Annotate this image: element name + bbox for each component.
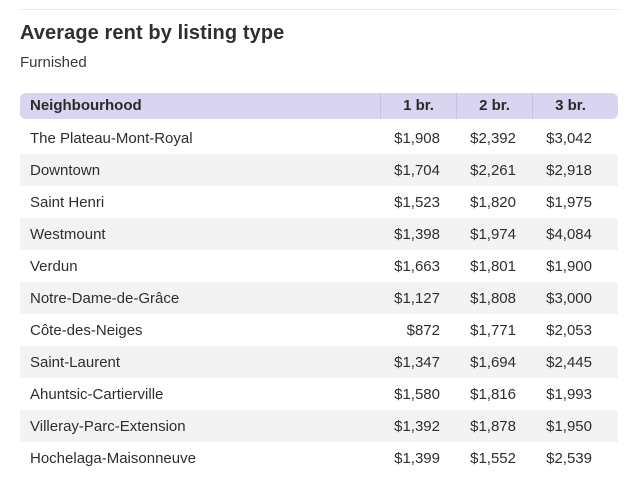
- table-cell-2br: $2,261: [470, 161, 516, 179]
- chart-title: Average rent by listing type: [20, 22, 285, 44]
- rent-table: Neighbourhood 1 br. 2 br. 3 br. The Plat…: [20, 93, 618, 474]
- table-cell-1br: $1,523: [394, 193, 440, 211]
- table-cell-2br: $1,694: [470, 353, 516, 371]
- table-row: Westmount $1,398 $1,974 $4,084: [20, 218, 618, 250]
- column-header-2br: 2 br.: [456, 93, 532, 119]
- table-cell-neighbourhood: The Plateau-Mont-Royal: [30, 129, 193, 147]
- table-cell-3br: $3,042: [546, 129, 592, 147]
- table-cell-2br: $1,820: [470, 193, 516, 211]
- table-cell-3br: $2,053: [546, 321, 592, 339]
- table-row: Saint-Laurent $1,347 $1,694 $2,445: [20, 346, 618, 378]
- table-cell-1br: $1,908: [394, 129, 440, 147]
- table-cell-neighbourhood: Westmount: [30, 225, 106, 243]
- column-header-neighbourhood: Neighbourhood: [30, 97, 142, 114]
- table-cell-neighbourhood: Ahuntsic-Cartierville: [30, 385, 164, 403]
- table-cell-1br: $1,398: [394, 225, 440, 243]
- table-cell-3br: $2,918: [546, 161, 592, 179]
- table-row: Notre-Dame-de-Grâce $1,127 $1,808 $3,000: [20, 282, 618, 314]
- table-row: Verdun $1,663 $1,801 $1,900: [20, 250, 618, 282]
- table-cell-3br: $3,000: [546, 289, 592, 307]
- table-row: Saint Henri $1,523 $1,820 $1,975: [20, 186, 618, 218]
- top-divider: [20, 9, 620, 10]
- table-cell-neighbourhood: Verdun: [30, 257, 78, 275]
- table-row: Côte-des-Neiges $872 $1,771 $2,053: [20, 314, 618, 346]
- table-cell-2br: $1,552: [470, 449, 516, 467]
- table-header-row: Neighbourhood 1 br. 2 br. 3 br.: [20, 93, 618, 119]
- table-row: Hochelaga-Maisonneuve $1,399 $1,552 $2,539: [20, 442, 618, 474]
- table-cell-3br: $1,900: [546, 257, 592, 275]
- table-cell-1br: $1,347: [394, 353, 440, 371]
- table-row: The Plateau-Mont-Royal $1,908 $2,392 $3,042: [20, 122, 618, 154]
- table-cell-2br: $2,392: [470, 129, 516, 147]
- table-cell-neighbourhood: Notre-Dame-de-Grâce: [30, 289, 180, 307]
- table-cell-3br: $2,445: [546, 353, 592, 371]
- table-cell-2br: $1,974: [470, 225, 516, 243]
- table-cell-3br: $1,975: [546, 193, 592, 211]
- table-row: Downtown $1,704 $2,261 $2,918: [20, 154, 618, 186]
- table-row: Ahuntsic-Cartierville $1,580 $1,816 $1,993: [20, 378, 618, 410]
- table-cell-neighbourhood: Villeray-Parc-Extension: [30, 417, 186, 435]
- table-cell-neighbourhood: Saint Henri: [30, 193, 105, 211]
- table-cell-2br: $1,801: [470, 257, 516, 275]
- table-cell-1br: $1,580: [394, 385, 440, 403]
- table-body: The Plateau-Mont-Royal $1,908 $2,392 $3,042…: [20, 122, 618, 474]
- table-row: Villeray-Parc-Extension $1,392 $1,878 $1,95…: [20, 410, 618, 442]
- table-cell-neighbourhood: Saint-Laurent: [30, 353, 121, 371]
- table-cell-2br: $1,878: [470, 417, 516, 435]
- chart-subtitle: Furnished: [20, 54, 87, 71]
- table-cell-3br: $1,993: [546, 385, 592, 403]
- table-cell-1br: $1,663: [394, 257, 440, 275]
- column-header-3br: 3 br.: [532, 93, 608, 119]
- table-cell-neighbourhood: Côte-des-Neiges: [30, 321, 143, 339]
- table-cell-1br: $1,704: [394, 161, 440, 179]
- table-cell-2br: $1,808: [470, 289, 516, 307]
- table-cell-1br: $1,392: [394, 417, 440, 435]
- table-cell-neighbourhood: Hochelaga-Maisonneuve: [30, 449, 196, 467]
- table-cell-neighbourhood: Downtown: [30, 161, 101, 179]
- table-cell-3br: $4,084: [546, 225, 592, 243]
- table-cell-1br: $1,127: [394, 289, 440, 307]
- table-cell-1br: $872: [406, 321, 440, 339]
- table-cell-2br: $1,816: [470, 385, 516, 403]
- table-cell-3br: $2,539: [546, 449, 592, 467]
- table-cell-2br: $1,771: [470, 321, 516, 339]
- table-cell-1br: $1,399: [394, 449, 440, 467]
- table-cell-3br: $1,950: [546, 417, 592, 435]
- column-header-1br: 1 br.: [380, 93, 456, 119]
